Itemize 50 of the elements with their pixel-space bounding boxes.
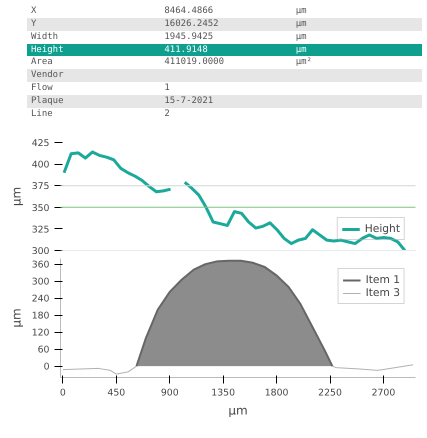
line-series	[62, 150, 172, 194]
category-label: X	[30, 5, 38, 18]
y-tick-label: 350	[32, 202, 50, 214]
text: 411019.0000	[164, 57, 224, 68]
legend-label: Height	[364, 222, 400, 235]
text: 1	[164, 83, 170, 94]
text: 8464.4866	[164, 6, 214, 16]
text: µm²	[296, 57, 312, 68]
category-label: Flow	[30, 82, 54, 95]
x-tick-label: 450	[107, 388, 126, 398]
legend-label: Item 1	[366, 273, 400, 286]
y-tick-label: 425	[32, 138, 50, 149]
text: µm	[296, 32, 307, 42]
y-tick-label: 180	[32, 310, 50, 322]
y-tick-label: 0	[44, 362, 50, 373]
y-tick-label: 300	[32, 276, 50, 288]
x-tick-label: 900	[160, 388, 179, 398]
y-tick-label: 300	[32, 246, 50, 257]
y-tick-label: 240	[32, 294, 50, 305]
line-series	[183, 180, 406, 250]
y-tick-label: 60	[38, 344, 50, 356]
text: µm	[296, 44, 307, 55]
x-tick-label: 2250	[318, 388, 342, 398]
text: 1945.9425	[164, 32, 214, 42]
text: 16026.2452	[164, 18, 219, 29]
y-tick-label: 400	[32, 160, 50, 171]
text: 15-7-2021	[164, 96, 214, 106]
category-label: Height	[30, 44, 65, 56]
y-tick-label: 325	[32, 224, 50, 236]
y-tick-label: 375	[32, 181, 50, 192]
text: µm	[296, 18, 307, 29]
category-label: Plaque	[30, 94, 65, 108]
category-label: Line	[30, 108, 54, 121]
y-tick-label: 360	[32, 260, 50, 271]
category-label: Width	[30, 30, 60, 44]
x-tick-label: 0	[60, 388, 66, 398]
x-axis-title: µm	[228, 404, 248, 418]
y-axis-title: µm	[10, 308, 24, 328]
category-label: Y	[30, 18, 38, 31]
category-label: Area	[30, 56, 54, 70]
legend-label: Item 3	[366, 286, 400, 299]
text: 2	[164, 108, 170, 119]
x-tick-label: 2700	[372, 388, 396, 398]
y-tick-label: 120	[32, 328, 50, 339]
text: 411.9148	[164, 44, 208, 55]
x-tick-label: 1350	[211, 388, 236, 398]
text: µm	[296, 6, 307, 16]
x-tick-label: 1800	[264, 388, 289, 398]
y-axis-title: µm	[10, 186, 24, 206]
category-label: Vendor	[30, 69, 65, 82]
